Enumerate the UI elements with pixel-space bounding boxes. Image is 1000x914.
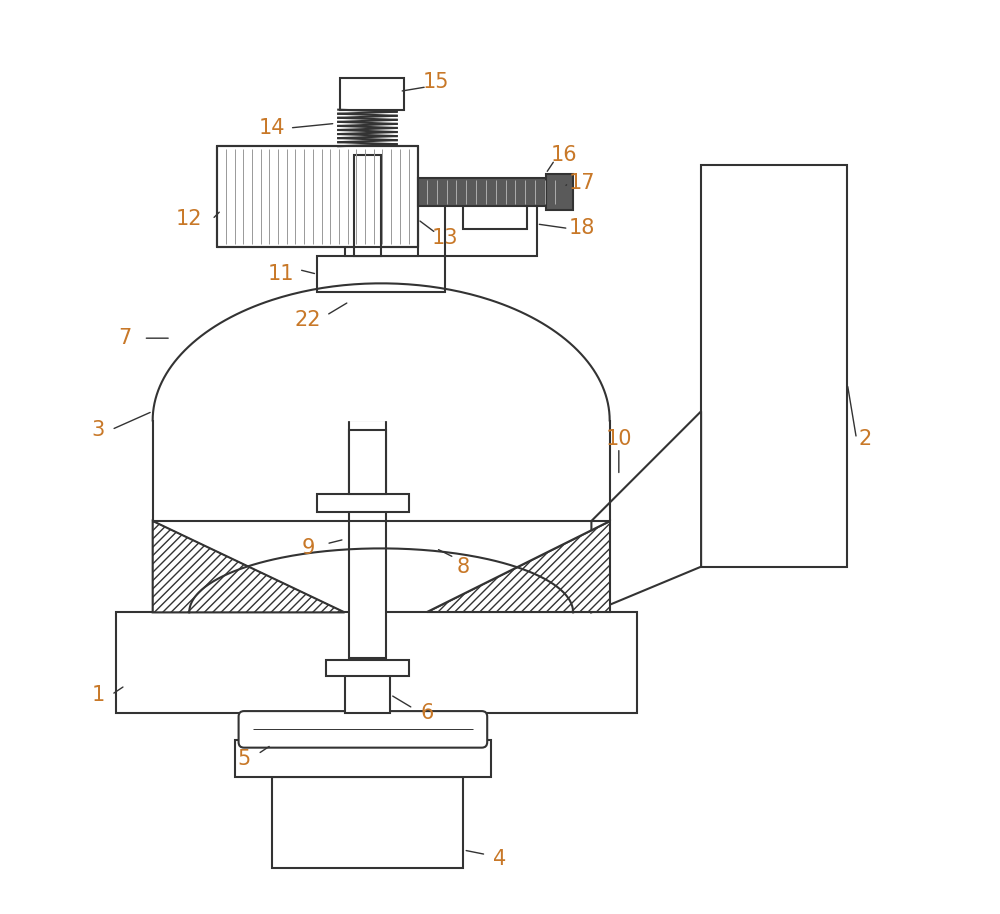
Bar <box>354 155 381 256</box>
Text: 1: 1 <box>91 685 104 705</box>
Text: 10: 10 <box>606 429 632 449</box>
Text: 22: 22 <box>295 310 321 330</box>
Text: 15: 15 <box>423 72 449 92</box>
Bar <box>345 210 418 256</box>
Bar <box>317 494 409 512</box>
Polygon shape <box>427 521 610 612</box>
Text: 12: 12 <box>176 209 202 229</box>
Text: 18: 18 <box>569 218 595 239</box>
Text: 3: 3 <box>91 420 104 440</box>
Polygon shape <box>591 411 701 612</box>
Bar <box>463 192 527 228</box>
Text: 14: 14 <box>258 118 285 138</box>
Text: 6: 6 <box>420 703 434 723</box>
Polygon shape <box>153 521 345 612</box>
Bar <box>235 740 491 777</box>
Bar <box>340 78 404 110</box>
Polygon shape <box>153 283 610 420</box>
Bar <box>217 146 418 247</box>
Bar <box>445 183 537 256</box>
Bar <box>345 667 390 713</box>
Bar <box>272 777 463 868</box>
Bar <box>317 256 445 292</box>
Text: 8: 8 <box>457 557 470 577</box>
Text: 4: 4 <box>493 849 507 869</box>
Bar <box>701 165 847 567</box>
Text: 7: 7 <box>119 328 132 348</box>
Text: 11: 11 <box>267 264 294 284</box>
Bar <box>349 430 386 494</box>
Bar <box>546 174 573 210</box>
Text: 5: 5 <box>237 749 251 769</box>
Text: 13: 13 <box>432 228 458 248</box>
Text: 16: 16 <box>551 145 577 165</box>
Bar <box>116 612 637 713</box>
Bar <box>349 420 386 658</box>
Text: 17: 17 <box>569 173 596 193</box>
Bar <box>418 178 564 206</box>
Text: 2: 2 <box>859 429 872 449</box>
FancyBboxPatch shape <box>239 711 487 748</box>
Bar <box>326 660 409 676</box>
Text: 9: 9 <box>301 538 315 558</box>
